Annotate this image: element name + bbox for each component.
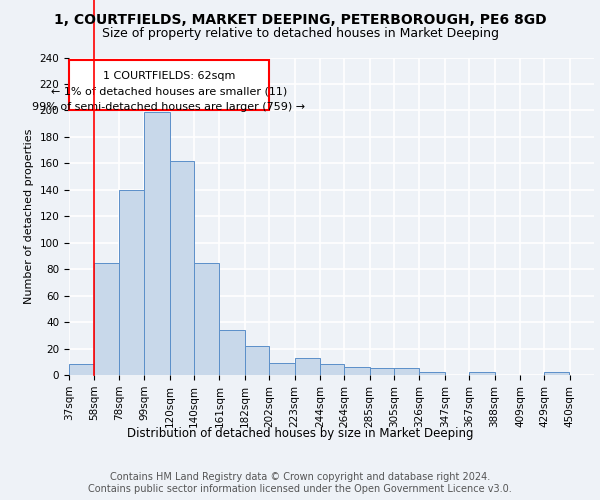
- Text: Size of property relative to detached houses in Market Deeping: Size of property relative to detached ho…: [101, 28, 499, 40]
- Text: Contains HM Land Registry data © Crown copyright and database right 2024.: Contains HM Land Registry data © Crown c…: [110, 472, 490, 482]
- Text: Distribution of detached houses by size in Market Deeping: Distribution of detached houses by size …: [127, 428, 473, 440]
- Bar: [144, 112, 170, 375]
- Bar: [170, 160, 194, 375]
- Bar: [370, 368, 394, 375]
- Bar: [220, 330, 245, 375]
- Bar: [394, 368, 419, 375]
- Text: 1 COURTFIELDS: 62sqm: 1 COURTFIELDS: 62sqm: [103, 70, 235, 81]
- Bar: [69, 364, 94, 375]
- Bar: [544, 372, 569, 375]
- Text: 1, COURTFIELDS, MARKET DEEPING, PETERBOROUGH, PE6 8GD: 1, COURTFIELDS, MARKET DEEPING, PETERBOR…: [53, 12, 547, 26]
- Bar: [245, 346, 269, 375]
- Text: ← 1% of detached houses are smaller (11): ← 1% of detached houses are smaller (11): [51, 86, 287, 97]
- Bar: [419, 372, 445, 375]
- Bar: [194, 262, 220, 375]
- Bar: [269, 363, 295, 375]
- Bar: [94, 262, 119, 375]
- Bar: [119, 190, 144, 375]
- Bar: [69, 60, 269, 110]
- Y-axis label: Number of detached properties: Number of detached properties: [24, 128, 34, 304]
- Text: 99% of semi-detached houses are larger (759) →: 99% of semi-detached houses are larger (…: [32, 102, 305, 113]
- Bar: [320, 364, 344, 375]
- Bar: [295, 358, 320, 375]
- Bar: [469, 372, 494, 375]
- Bar: [344, 367, 370, 375]
- Text: Contains public sector information licensed under the Open Government Licence v3: Contains public sector information licen…: [88, 484, 512, 494]
